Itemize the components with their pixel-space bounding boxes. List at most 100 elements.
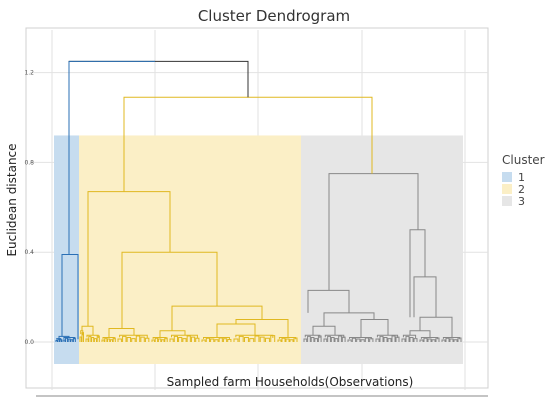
c3d-leaf-2 [383, 336, 388, 342]
c2f-leaf-5 [190, 336, 196, 342]
c2f-leaf-3 [182, 338, 187, 342]
c3g-leaf-2 [449, 338, 454, 342]
c2d-leaf-3 [131, 338, 136, 342]
c2h-join [235, 334, 274, 338]
c3d-leaf-1 [379, 335, 384, 342]
legend-swatch-3 [502, 196, 512, 206]
c2g-join [203, 337, 230, 340]
c3c-leaf-1 [351, 337, 357, 342]
c2e-leaf-2 [157, 338, 162, 342]
c1b-leaf-3 [70, 339, 74, 342]
y-axis-label: Euclidean distance [5, 143, 19, 256]
c2f-leaf-2 [178, 336, 183, 342]
c2c-leaf-0 [101, 339, 105, 342]
c2d-leaf-0 [117, 338, 122, 342]
dendrogram-tree [55, 60, 462, 342]
c3e-leaf-1 [405, 335, 410, 342]
c2c-leaf-3 [109, 339, 113, 342]
legend-title: Cluster [502, 153, 545, 167]
c2f-join [171, 334, 198, 338]
c2h-leaf-2 [244, 336, 249, 342]
legend-entry-1: 1 [502, 171, 525, 184]
c2c-leaf-1 [104, 337, 108, 342]
c2h-leaf-1 [238, 335, 244, 342]
legend-swatch-2 [502, 184, 512, 194]
c2g-leaf-5 [222, 338, 228, 342]
c2d-leaf-6 [144, 337, 150, 342]
c2d-leaf-1 [122, 335, 127, 342]
c1-inner [58, 335, 70, 339]
c2c-leaf-2 [107, 338, 111, 342]
c2d-join [119, 334, 148, 338]
c2b-leaf-2 [91, 336, 95, 342]
c3e-leaf-3 [413, 338, 418, 342]
chart-title: Cluster Dendrogram [198, 7, 350, 25]
c3g-leaf-0 [441, 339, 446, 342]
legend-label-2: 2 [518, 183, 525, 196]
c1b-leaf-1 [65, 337, 69, 342]
panel-border [25, 27, 489, 389]
c3-top [328, 173, 419, 291]
y-axis-ticks: 0.0 0.4 0.8 1.2 [24, 70, 34, 346]
c2g-leaf-1 [205, 337, 210, 342]
c2i-leaf-1 [281, 337, 286, 342]
legend: Cluster 1 2 3 [502, 153, 545, 208]
c3c-leaf-0 [347, 339, 352, 342]
c3c-join [349, 337, 372, 340]
c2h-leaf-3 [249, 338, 255, 342]
c2h-leaf-6 [265, 337, 270, 342]
c2g-leaf-2 [210, 338, 215, 342]
c3b-leaf-2 [330, 336, 335, 342]
c2i-leaf-2 [285, 338, 290, 342]
c2d-leaf-2 [126, 336, 132, 342]
c1-top [61, 253, 79, 340]
c2e-leaf-1 [154, 337, 159, 342]
c3f-leaf-3 [431, 339, 436, 342]
c2b-leaf-0 [85, 338, 89, 342]
c3c-leaf-2 [356, 338, 361, 342]
c3d-leaf-3 [387, 338, 392, 342]
c2-top [87, 191, 171, 327]
c3a-leaf-2 [310, 336, 315, 342]
c3e-leaf-0 [401, 338, 406, 342]
c1b-leaf-0 [62, 339, 66, 342]
y-tick-label-0: 0.0 [24, 339, 34, 346]
c3a-leaf-0 [303, 338, 308, 342]
legend-entry-3: 3 [502, 195, 525, 208]
c2g-leaf-0 [201, 339, 206, 342]
c2h-leaf-4 [254, 335, 260, 342]
cluster-rect-2 [79, 135, 301, 364]
c3d-leaf-0 [375, 338, 380, 342]
legend-label-1: 1 [518, 171, 525, 184]
c2h-leaf-5 [259, 336, 265, 342]
c2g-leaf-3 [214, 339, 219, 342]
c2e-leaf-0 [151, 339, 155, 342]
c3f-leaf-2 [427, 338, 432, 342]
c3g-leaf-3 [453, 339, 458, 342]
c2b-leaf-3 [93, 338, 97, 342]
c2f-leaf-4 [186, 335, 191, 342]
c3b-leaf-3 [334, 338, 339, 342]
c3a-leaf-1 [307, 335, 311, 342]
x-axis-label: Sampled farm Households(Observations) [167, 375, 414, 389]
cluster-rect-3 [301, 135, 463, 364]
c2g-leaf-6 [227, 338, 232, 342]
c2f-leaf-0 [169, 338, 174, 342]
c3g-leaf-1 [445, 337, 450, 342]
c2h-leaf-0 [233, 338, 239, 342]
c3e-leaf-2 [409, 336, 414, 342]
cluster-rectangles [54, 135, 463, 364]
c3b-leaf-1 [327, 335, 331, 342]
legend-label-3: 3 [518, 195, 525, 208]
c3a-leaf-3 [314, 338, 318, 342]
cluster-rect-1 [54, 135, 79, 364]
c2i-leaf-0 [277, 339, 282, 342]
c2f-leaf-1 [173, 335, 178, 342]
legend-swatch-1 [502, 172, 512, 182]
c3f-leaf-1 [423, 337, 428, 342]
y-tick-label-2: 0.8 [24, 159, 34, 166]
legend-entry-2: 2 [502, 183, 525, 196]
c2f-leaf-6 [195, 337, 200, 342]
